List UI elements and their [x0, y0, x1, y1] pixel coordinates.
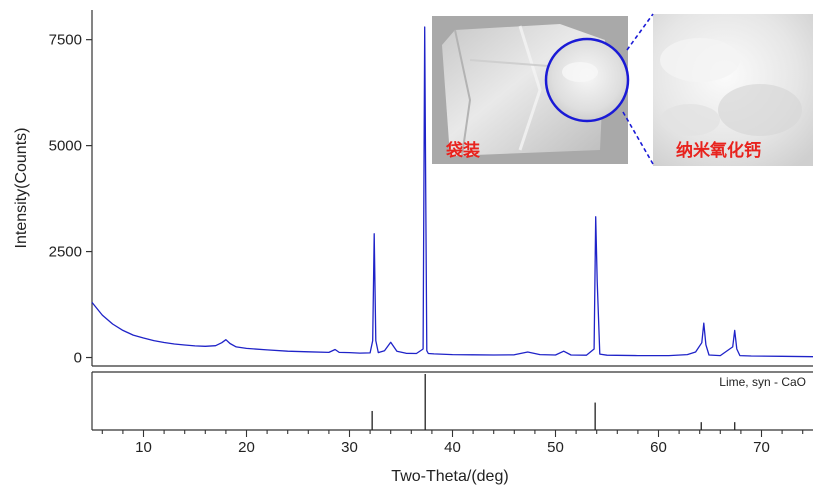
y-tick-label: 7500	[49, 32, 82, 49]
x-axis-title: Two-Theta/(deg)	[391, 468, 508, 485]
magnifier-highlight	[544, 13, 654, 165]
x-tick-label: 20	[238, 439, 255, 456]
powder-closeup-photo: 纳米氧化钙	[653, 14, 813, 166]
inset-photos: 袋装 纳米氧化钙	[432, 13, 813, 166]
nano-cao-caption: 纳米氧化钙	[676, 140, 761, 160]
x-tick-label: 50	[547, 439, 564, 456]
x-tick-group: 10 20 30 40 50 60 70	[101, 430, 804, 456]
x-tick-label: 40	[444, 439, 461, 456]
y-tick-label: 0	[74, 350, 82, 367]
main-panel: 0 2500 5000 7500 Intensity(Counts)	[13, 10, 813, 367]
xrd-pattern-line	[91, 26, 813, 358]
reference-label: Lime, syn - CaO	[719, 375, 806, 389]
x-tick-label: 60	[650, 439, 667, 456]
y-tick-label: 5000	[49, 138, 82, 155]
y-tick-group: 0 2500 5000 7500	[49, 32, 92, 367]
reference-panel: Lime, syn - CaO 10 20 30 40 50 60 70 Two-Theta…	[91, 371, 813, 485]
reference-stick-group	[371, 374, 736, 430]
bag-caption: 袋装	[445, 140, 480, 160]
x-tick-label: 70	[753, 439, 770, 456]
y-axis-title: Intensity(Counts)	[13, 128, 30, 249]
x-tick-label: 30	[341, 439, 358, 456]
x-tick-label: 10	[135, 439, 152, 456]
y-tick-label: 2500	[49, 244, 82, 261]
